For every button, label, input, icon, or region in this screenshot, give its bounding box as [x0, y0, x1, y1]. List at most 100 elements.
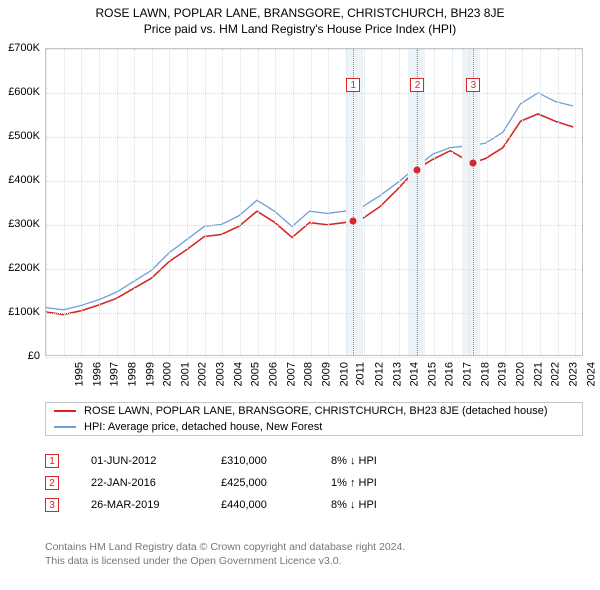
- y-tick-label: £100K: [0, 306, 40, 318]
- table-price: £425,000: [221, 477, 331, 489]
- gridline-vertical: [364, 49, 365, 355]
- gridline-vertical: [558, 49, 559, 355]
- y-tick-label: £700K: [0, 42, 40, 54]
- x-tick-label: 2006: [268, 362, 280, 386]
- table-date: 26-MAR-2019: [91, 499, 221, 511]
- legend-swatch: [54, 410, 76, 412]
- legend-row: ROSE LAWN, POPLAR LANE, BRANSGORE, CHRIS…: [46, 403, 582, 419]
- gridline-vertical: [46, 49, 47, 355]
- gridline-vertical: [381, 49, 382, 355]
- gridline-horizontal: [46, 269, 582, 270]
- x-tick-label: 2019: [497, 362, 509, 386]
- gridline-vertical: [346, 49, 347, 355]
- table-date: 22-JAN-2016: [91, 477, 221, 489]
- x-tick-label: 2002: [197, 362, 209, 386]
- gridline-vertical: [99, 49, 100, 355]
- gridline-horizontal: [46, 357, 582, 358]
- chart-svg: [46, 49, 582, 356]
- x-tick-label: 2011: [355, 362, 367, 386]
- sale-point: [470, 160, 477, 167]
- event-marker: 3: [466, 78, 480, 92]
- x-tick-label: 1996: [91, 362, 103, 386]
- table-row: 3 26-MAR-2019£440,0008% ↓ HPI: [45, 494, 431, 516]
- event-vline: [417, 49, 418, 355]
- gridline-horizontal: [46, 49, 582, 50]
- y-tick-label: £600K: [0, 86, 40, 98]
- legend-row: HPI: Average price, detached house, New …: [46, 419, 582, 435]
- footnote-line1: Contains HM Land Registry data © Crown c…: [45, 540, 405, 554]
- gridline-vertical: [222, 49, 223, 355]
- sale-point: [414, 167, 421, 174]
- x-tick-label: 1995: [73, 362, 85, 386]
- y-tick-label: £500K: [0, 130, 40, 142]
- gridline-horizontal: [46, 137, 582, 138]
- x-tick-label: 2021: [532, 362, 544, 386]
- x-tick-label: 2007: [285, 362, 297, 386]
- sale-point: [350, 217, 357, 224]
- gridline-horizontal: [46, 313, 582, 314]
- gridline-vertical: [275, 49, 276, 355]
- gridline-vertical: [117, 49, 118, 355]
- shaded-range: [462, 49, 480, 355]
- gridline-vertical: [522, 49, 523, 355]
- table-date: 01-JUN-2012: [91, 455, 221, 467]
- gridline-vertical: [240, 49, 241, 355]
- x-tick-label: 2018: [479, 362, 491, 386]
- event-vline: [473, 49, 474, 355]
- gridline-vertical: [399, 49, 400, 355]
- x-tick-label: 2023: [567, 362, 579, 386]
- gridline-vertical: [434, 49, 435, 355]
- footnote: Contains HM Land Registry data © Crown c…: [45, 540, 405, 568]
- gridline-vertical: [134, 49, 135, 355]
- table-marker: 1: [45, 454, 59, 468]
- legend-label: ROSE LAWN, POPLAR LANE, BRANSGORE, CHRIS…: [84, 405, 548, 417]
- gridline-horizontal: [46, 93, 582, 94]
- gridline-vertical: [169, 49, 170, 355]
- table-marker: 3: [45, 498, 59, 512]
- gridline-vertical: [187, 49, 188, 355]
- x-tick-label: 2024: [585, 362, 597, 386]
- gridline-horizontal: [46, 181, 582, 182]
- x-tick-label: 2000: [162, 362, 174, 386]
- gridline-vertical: [258, 49, 259, 355]
- x-tick-label: 2004: [232, 362, 244, 386]
- titles: ROSE LAWN, POPLAR LANE, BRANSGORE, CHRIS…: [0, 0, 600, 36]
- gridline-vertical: [540, 49, 541, 355]
- gridline-vertical: [311, 49, 312, 355]
- x-tick-label: 2008: [303, 362, 315, 386]
- y-tick-label: £0: [0, 350, 40, 362]
- gridline-vertical: [64, 49, 65, 355]
- x-tick-label: 1998: [126, 362, 138, 386]
- table-delta: 8% ↓ HPI: [331, 455, 431, 467]
- x-tick-label: 2001: [179, 362, 191, 386]
- table-delta: 8% ↓ HPI: [331, 499, 431, 511]
- x-tick-label: 2010: [338, 362, 350, 386]
- legend: ROSE LAWN, POPLAR LANE, BRANSGORE, CHRIS…: [45, 402, 583, 436]
- table-row: 101-JUN-2012£310,0008% ↓ HPI: [45, 450, 431, 472]
- x-tick-label: 2009: [320, 362, 332, 386]
- plot-area: 1 2 3: [45, 48, 583, 356]
- gridline-vertical: [293, 49, 294, 355]
- chart-title: ROSE LAWN, POPLAR LANE, BRANSGORE, CHRIS…: [0, 6, 600, 20]
- x-tick-label: 2012: [373, 362, 385, 386]
- table-marker: 2: [45, 476, 59, 490]
- x-tick-label: 2003: [215, 362, 227, 386]
- gridline-vertical: [81, 49, 82, 355]
- gridline-vertical: [152, 49, 153, 355]
- event-marker: 2: [410, 78, 424, 92]
- x-tick-label: 2015: [426, 362, 438, 386]
- event-vline: [353, 49, 354, 355]
- event-marker: 1: [346, 78, 360, 92]
- x-tick-label: 2017: [462, 362, 474, 386]
- gridline-vertical: [469, 49, 470, 355]
- y-tick-label: £300K: [0, 218, 40, 230]
- chart-container: ROSE LAWN, POPLAR LANE, BRANSGORE, CHRIS…: [0, 0, 600, 590]
- legend-label: HPI: Average price, detached house, New …: [84, 421, 322, 433]
- x-tick-label: 2020: [514, 362, 526, 386]
- table-price: £440,000: [221, 499, 331, 511]
- gridline-vertical: [328, 49, 329, 355]
- table-row: 222-JAN-2016£425,0001% ↑ HPI: [45, 472, 431, 494]
- gridline-vertical: [205, 49, 206, 355]
- sales-table: 101-JUN-2012£310,0008% ↓ HPI222-JAN-2016…: [45, 450, 431, 516]
- chart-subtitle: Price paid vs. HM Land Registry's House …: [0, 22, 600, 36]
